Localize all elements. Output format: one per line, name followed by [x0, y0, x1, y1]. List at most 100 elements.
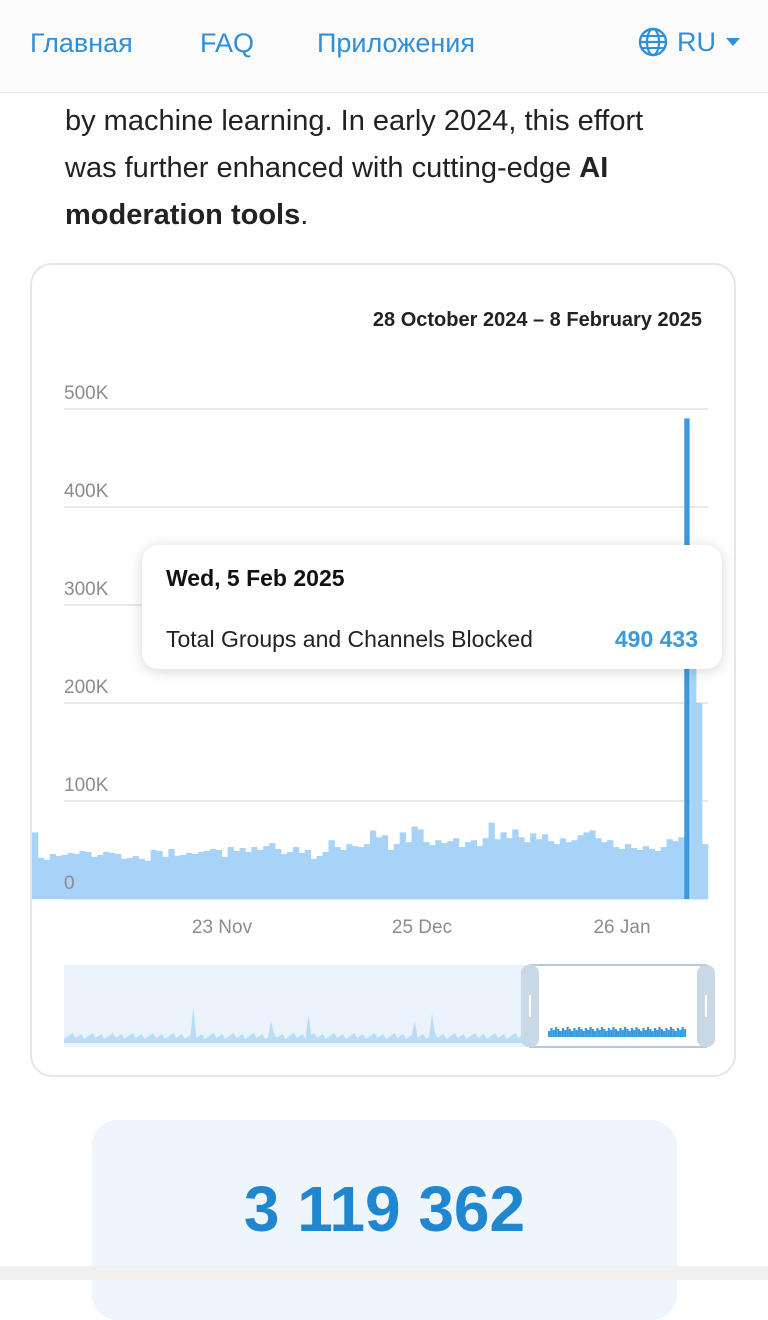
chart-bar [144, 860, 151, 899]
chart-bar [393, 844, 400, 899]
navigator-bar [589, 1027, 592, 1037]
chart-bar [417, 829, 424, 899]
y-tick-label: 0 [64, 873, 75, 894]
navigator-bar [644, 1030, 647, 1037]
chart-bar [678, 837, 685, 899]
navigator-bar [564, 1030, 567, 1037]
navigator-bar [571, 1031, 574, 1037]
navigator-bar [681, 1027, 684, 1037]
chart-bar [453, 838, 460, 899]
chart-bar [399, 832, 406, 899]
chart-bar [346, 844, 353, 899]
navigator-bar [679, 1030, 682, 1037]
chart-bar [447, 841, 454, 899]
chart-bar [126, 857, 134, 899]
navigator-bar [582, 1031, 585, 1037]
navigator-bar [674, 1031, 677, 1037]
navigator-bar [554, 1027, 558, 1037]
navigator-overview [64, 1007, 524, 1043]
chart-bar [370, 830, 377, 899]
y-tick-label: 400K [64, 481, 109, 502]
nav-faq-link[interactable]: FAQ [200, 28, 255, 58]
chart-bar [55, 855, 62, 899]
chart-bar [304, 850, 311, 899]
navigator-bar [568, 1029, 571, 1037]
chart-bar [642, 846, 649, 899]
navigator-bar [669, 1027, 673, 1037]
navigator-bar [635, 1027, 638, 1037]
chart-bar [32, 832, 39, 899]
chart-bar [577, 835, 584, 899]
chart-bar [91, 856, 98, 899]
chart-bar [583, 832, 590, 899]
intro-line-2: was further enhanced with cutting-edge [65, 152, 580, 184]
chart-bar [476, 846, 483, 899]
top-navigation: Главная FAQ Приложения RU [0, 0, 768, 93]
chart-bar [85, 851, 92, 899]
chart-bar [482, 838, 489, 899]
chart-bar [619, 849, 626, 899]
chart-bar [470, 840, 478, 899]
bar-chart[interactable]: 0 100K 200K 300K 400K 500K 23 Nov 25 Dec 26 Jan [32, 265, 738, 1079]
navigator-bar [548, 1031, 551, 1037]
chart-bar [630, 848, 638, 899]
navigator-bar [605, 1031, 608, 1037]
navigator-bar [600, 1027, 604, 1037]
chart-bar [115, 853, 122, 899]
chart-bar [702, 844, 709, 899]
navigator-bar [683, 1029, 686, 1037]
y-tick-label: 500K [64, 383, 109, 404]
navigator-bar [637, 1029, 640, 1037]
chart-bar [174, 855, 181, 899]
chart-bar [666, 839, 673, 899]
chart-bar [387, 850, 395, 899]
chart-bar [138, 858, 145, 899]
chart-bar [186, 852, 193, 899]
chart-bar [571, 840, 578, 899]
navigator-bar [630, 1028, 634, 1037]
chart-bar [180, 854, 187, 899]
tooltip-series-label: Total Groups and Channels Blocked [166, 626, 533, 652]
navigator-bar [633, 1030, 636, 1037]
chart-bar [192, 853, 199, 899]
chart-bar [547, 841, 555, 899]
intro-line-2-bold: AI [579, 152, 609, 184]
chart-bar [595, 838, 602, 899]
navigator-bar [628, 1031, 631, 1037]
navigator-bar [640, 1031, 643, 1037]
chart-bar [364, 844, 371, 899]
language-selector[interactable]: RU [637, 26, 740, 58]
intro-line-1: by machine learning. In early 2024, this… [65, 105, 644, 137]
chart-bar [464, 842, 472, 899]
navigator-bar [594, 1031, 597, 1037]
navigator-bar [610, 1030, 613, 1037]
chart-bar [541, 834, 549, 899]
chart-bar [281, 853, 288, 899]
chart-bar [203, 850, 211, 899]
nav-home-link[interactable]: Главная [30, 28, 133, 58]
bottom-edge [0, 1266, 768, 1280]
chart-bar [405, 842, 412, 899]
chart-bar [654, 850, 661, 899]
chart-bar [328, 840, 335, 899]
navigator-bar [607, 1028, 611, 1037]
navigator-bar [651, 1031, 654, 1037]
chart-bar [524, 842, 531, 899]
chart-bar [168, 849, 175, 899]
navigator-bar [612, 1027, 615, 1037]
navigator-bar [614, 1029, 617, 1037]
chart-bar [601, 842, 608, 899]
chart-card: 28 October 2024 – 8 February 2025 0 100K 2… [30, 263, 736, 1077]
chart-bar [198, 851, 205, 899]
chart-bar [375, 837, 383, 899]
total-counter-box: 3 119 362 [92, 1120, 677, 1320]
chart-bar [358, 847, 365, 899]
nav-apps-link[interactable]: Приложения [317, 28, 475, 58]
navigator-bar [552, 1030, 555, 1037]
navigator-bar [626, 1029, 629, 1037]
chart-bar [221, 856, 228, 899]
chart-bar [435, 840, 442, 899]
intro-line-3-bold: moderation tools [65, 199, 301, 231]
chart-bar [298, 852, 306, 899]
navigator-bar [663, 1031, 666, 1037]
